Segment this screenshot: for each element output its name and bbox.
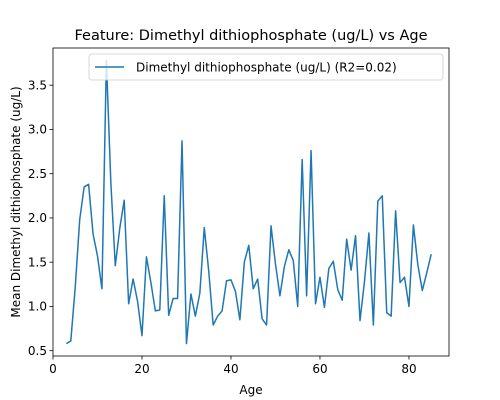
y-tick-label: 2.5 bbox=[28, 167, 47, 181]
y-tick-label: 0.5 bbox=[28, 344, 47, 358]
legend-label: Dimethyl dithiophosphate (ug/L) (R2=0.02… bbox=[136, 61, 397, 75]
x-tick-label: 20 bbox=[134, 362, 149, 376]
series-layer bbox=[65, 59, 432, 345]
x-tick-label: 40 bbox=[223, 362, 238, 376]
y-axis-label: Mean Dimethyl dithiophosphate (ug/L) bbox=[9, 86, 23, 317]
y-axis-ticks: 0.5 1.0 1.5 2.0 2.5 3.0 3.5 bbox=[28, 78, 53, 358]
legend-box bbox=[88, 53, 444, 81]
legend: Dimethyl dithiophosphate (ug/L) (R2=0.02… bbox=[88, 53, 444, 81]
y-tick-label: 3.5 bbox=[28, 78, 47, 92]
x-tick-label: 80 bbox=[401, 362, 416, 376]
chart-title: Feature: Dimethyl dithiophosphate (ug/L)… bbox=[74, 28, 427, 44]
y-tick-label: 3.0 bbox=[28, 123, 47, 137]
x-tick-label: 60 bbox=[312, 362, 327, 376]
y-tick-label: 2.0 bbox=[28, 211, 47, 225]
y-tick-label: 1.5 bbox=[28, 255, 47, 269]
x-axis-label: Age bbox=[239, 383, 262, 397]
plot-frame bbox=[52, 47, 450, 357]
x-axis-ticks: 0 20 40 60 80 bbox=[49, 356, 417, 376]
series-line bbox=[65, 59, 432, 345]
x-tick-label: 0 bbox=[49, 362, 57, 376]
y-tick-label: 1.0 bbox=[28, 300, 47, 314]
